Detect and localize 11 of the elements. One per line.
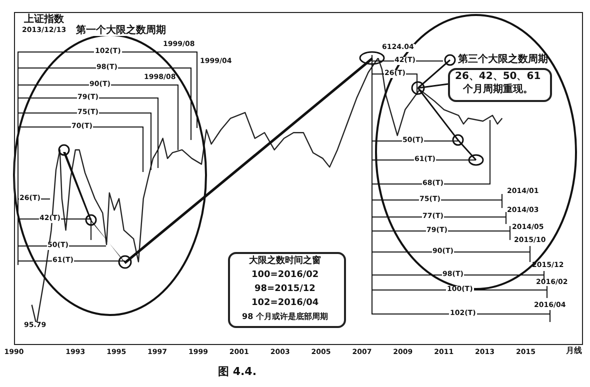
- chart-title: 上证指数: [24, 14, 64, 25]
- annotation: 98=2015/12: [254, 284, 316, 295]
- text: 月线: [566, 346, 582, 356]
- text: 第一个大限之数周期: [75, 25, 167, 36]
- caption: 图 4.4.: [218, 365, 256, 378]
- annotation: 大限之数时间之窗: [249, 256, 321, 267]
- annotation: 个月周期重现。: [463, 84, 533, 94]
- annotation: 102=2016/04: [252, 298, 319, 309]
- annotation: 26、42、50、61: [455, 70, 541, 82]
- annotation: 100=2016/02: [252, 270, 319, 281]
- annotation: 98 个月或许是底部周期: [242, 312, 328, 322]
